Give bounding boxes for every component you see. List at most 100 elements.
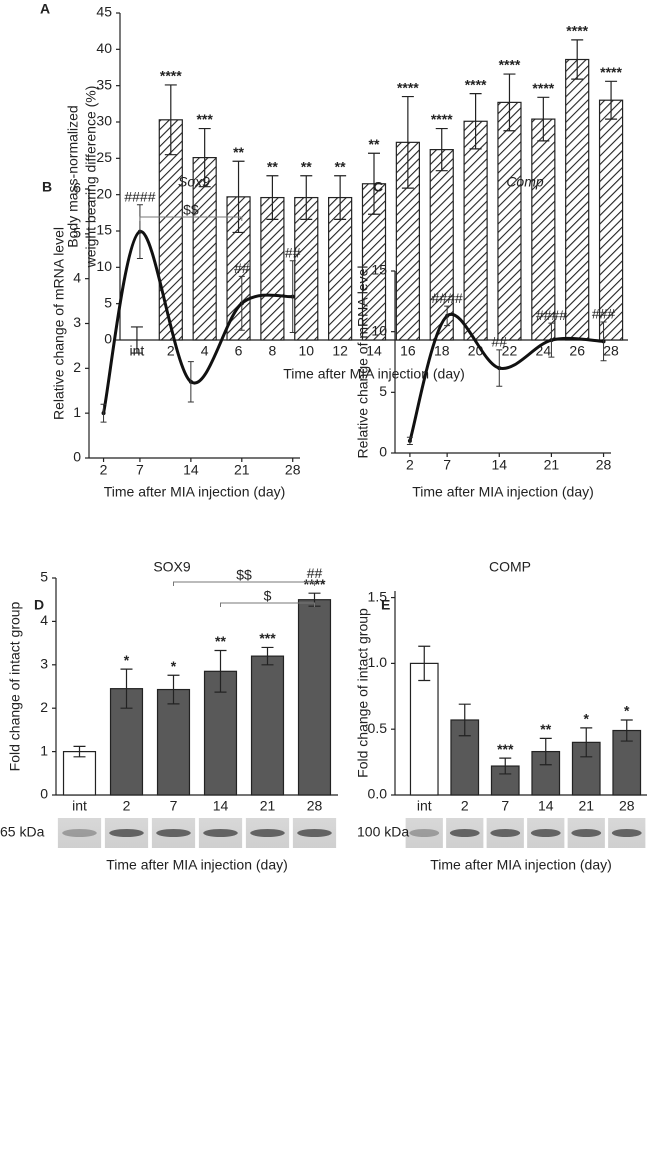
error-bar	[418, 645, 431, 682]
x-tick-label: 14	[538, 798, 554, 814]
x-tick-label: 14	[366, 343, 382, 359]
y-tick-label: 0.0	[368, 786, 388, 802]
y-tick-label: 5	[73, 225, 81, 241]
error-bar	[266, 175, 279, 220]
y-tick-label: 6	[73, 180, 81, 196]
blot-band	[62, 829, 97, 837]
y-tick-label: 15	[96, 222, 112, 238]
error-bar	[499, 757, 512, 775]
significance: ****	[431, 111, 453, 127]
y-tick-label: 0	[379, 444, 387, 460]
error-bar	[334, 175, 347, 220]
y-tick-label: 1.0	[368, 654, 388, 670]
x-tick-label: int	[417, 798, 432, 814]
y-tick-label: 0	[104, 331, 112, 347]
bracket-label: $	[264, 588, 272, 604]
error-bar	[537, 96, 550, 142]
x-tick-label: 21	[578, 798, 594, 814]
x-tick-label: 7	[170, 798, 178, 814]
blot-band	[530, 829, 561, 837]
x-tick-label: 14	[213, 798, 229, 814]
significance: **	[301, 158, 312, 174]
y-tick-label: 2	[40, 699, 48, 715]
blot-band	[250, 829, 285, 837]
y-tick-label: 15	[371, 262, 387, 278]
x-axis-label: Time after MIA injection (day)	[283, 366, 465, 382]
significance: **	[215, 633, 226, 649]
significance: ##	[285, 244, 301, 260]
x-tick-label: 21	[234, 462, 250, 478]
error-bar	[444, 305, 451, 327]
y-tick-label: 40	[96, 40, 112, 56]
error-bar	[503, 73, 516, 132]
significance: ****	[600, 64, 622, 80]
significance: ####	[432, 290, 463, 306]
x-tick-label: 2	[406, 457, 414, 473]
bar	[250, 655, 285, 796]
error-bar	[496, 349, 503, 387]
y-tick-label: 5	[40, 569, 48, 585]
x-tick-label: 22	[502, 343, 518, 359]
significance: *	[584, 711, 590, 727]
x-tick-label: 12	[332, 343, 348, 359]
x-tick-label: 7	[501, 798, 509, 814]
panel-label: E	[381, 597, 390, 613]
x-tick-label: 16	[400, 343, 416, 359]
error-bar	[261, 646, 274, 666]
chart-title: SOX9	[153, 559, 191, 575]
y-tick-label: 20	[96, 185, 112, 201]
x-axis-label: Time after MIA injection (day)	[430, 857, 612, 873]
error-bar	[136, 204, 143, 259]
error-bar	[458, 703, 471, 737]
bracket-label: $$	[236, 567, 252, 583]
bar	[297, 599, 332, 796]
panel-label: A	[40, 1, 50, 17]
significance: ##	[234, 260, 250, 276]
y-axis-label: Body mass-normalized	[65, 105, 81, 247]
y-axis-label: weight bearing difference (%)	[83, 86, 99, 269]
significance: **	[267, 158, 278, 174]
bar	[565, 58, 590, 341]
bar	[62, 750, 97, 796]
x-tick-label: int	[72, 798, 87, 814]
x-tick-label: 28	[285, 462, 301, 478]
significance: ##	[491, 334, 507, 350]
bar	[497, 101, 522, 341]
x-tick-label: 2	[461, 798, 469, 814]
x-tick-label: 14	[183, 462, 199, 478]
y-tick-label: 10	[96, 258, 112, 274]
significance: **	[369, 136, 380, 152]
x-tick-label: 2	[167, 343, 175, 359]
bar	[156, 688, 191, 796]
error-bar	[214, 649, 227, 693]
significance: *	[171, 658, 177, 674]
x-axis-label: Time after MIA injection (day)	[106, 857, 288, 873]
bar	[598, 99, 624, 341]
error-bar	[73, 745, 86, 758]
x-axis-label: Time after MIA injection (day)	[104, 484, 286, 500]
blot-band	[297, 829, 332, 837]
line	[408, 312, 604, 442]
y-tick-label: 25	[96, 149, 112, 165]
x-tick-label: 6	[235, 343, 243, 359]
error-bar	[435, 127, 448, 172]
significance: ##	[307, 565, 323, 581]
x-tick-label: 18	[434, 343, 450, 359]
error-bar	[580, 727, 593, 758]
x-tick-label: 21	[260, 798, 276, 814]
blot-band	[449, 829, 480, 837]
x-tick-label: 2	[123, 798, 131, 814]
blot-band	[109, 829, 144, 837]
y-tick-label: 35	[96, 76, 112, 92]
y-axis-label: Relative change of mRNA level	[51, 227, 67, 420]
panel-label: C	[373, 179, 383, 195]
y-axis-label: Fold change of intact group	[7, 601, 23, 771]
error-bar	[548, 322, 555, 358]
x-tick-label: 28	[619, 798, 635, 814]
x-tick-label: 10	[298, 343, 314, 359]
significance: ***	[497, 741, 514, 757]
y-tick-label: 4	[40, 612, 48, 628]
y-tick-label: 1	[73, 404, 81, 420]
y-tick-label: 0	[40, 786, 48, 802]
significance: ****	[465, 76, 487, 92]
